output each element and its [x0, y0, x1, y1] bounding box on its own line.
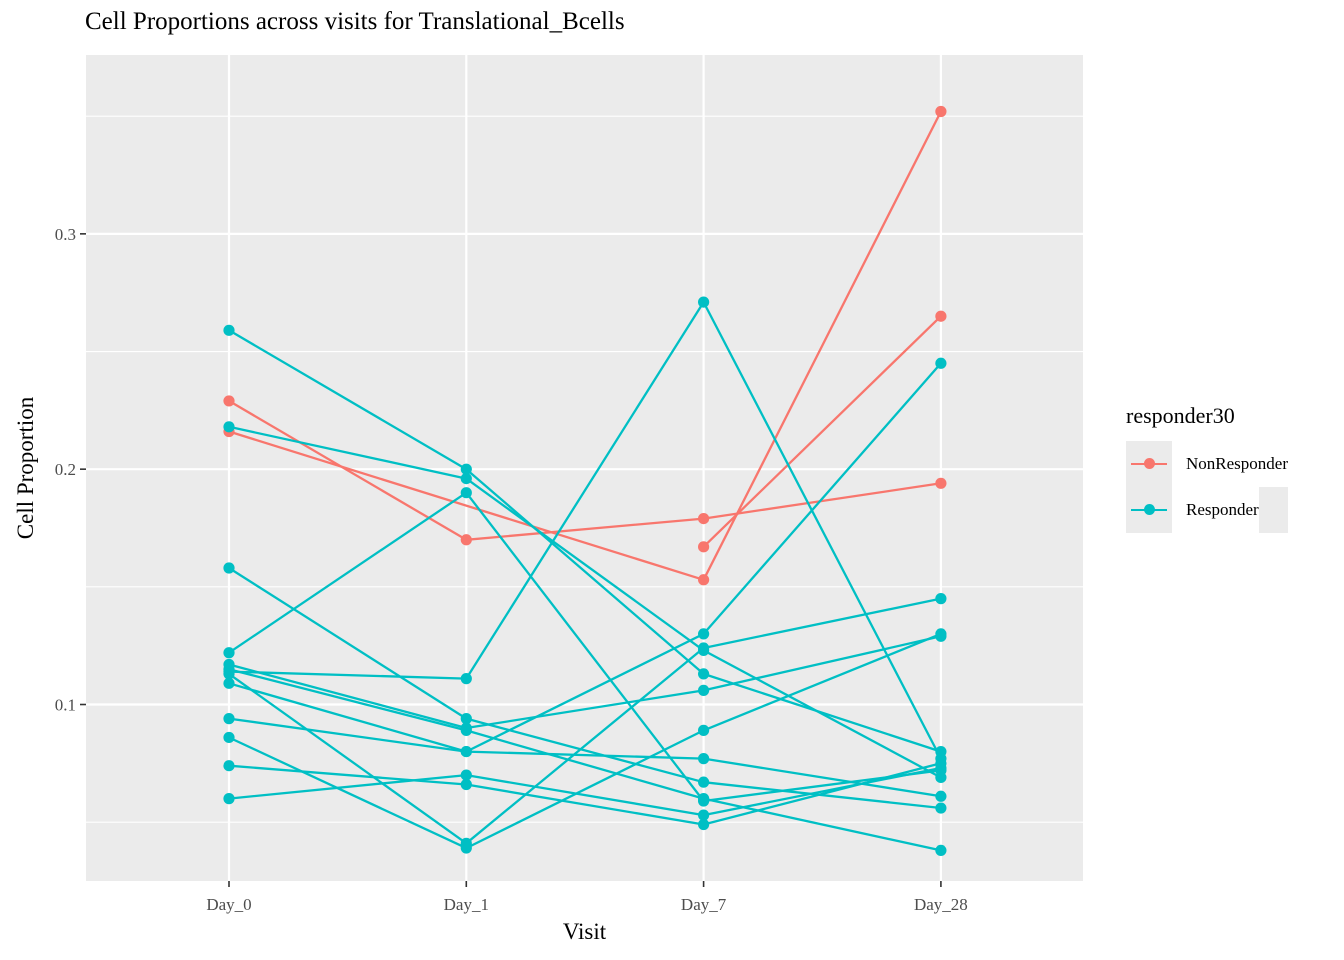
data-point-responder — [935, 357, 947, 369]
data-point-responder — [460, 673, 472, 685]
series-line-responder-5 — [228, 567, 942, 810]
data-point-responder — [698, 296, 710, 308]
data-point-responder — [935, 790, 947, 802]
data-point-nonresponder — [698, 541, 710, 553]
x-tick-label: Day_1 — [444, 895, 489, 914]
legend-key-responder — [1126, 487, 1172, 533]
data-point-nonresponder — [460, 534, 472, 546]
legend-title: responder30 — [1126, 403, 1235, 428]
series-line-responder-14 — [228, 762, 942, 826]
series-line-responder-11 — [228, 362, 942, 753]
data-point-responder — [698, 668, 710, 680]
data-point-responder — [223, 713, 235, 725]
x-axis-title: Visit — [563, 919, 607, 944]
data-point-responder — [460, 487, 472, 499]
series-line-responder-8 — [228, 668, 942, 852]
axes: 0.1 0.2 0.3 Day_0 Day_1 Day_7 Day_28 — [55, 225, 968, 914]
data-point-responder — [935, 593, 947, 605]
data-point-responder — [698, 818, 710, 831]
legend-key-nonresponder — [1126, 441, 1172, 487]
series-line-responder-6 — [228, 491, 942, 803]
data-point-responder — [698, 684, 710, 696]
legend-label-responder: Responder — [1172, 487, 1259, 533]
data-point-responder — [223, 324, 235, 336]
data-point-nonresponder — [698, 574, 710, 586]
series-line-responder-4 — [228, 425, 942, 779]
legend-label-nonresponder: NonResponder — [1172, 441, 1288, 487]
y-tick-label: 0.1 — [55, 696, 76, 715]
data-point-responder — [223, 793, 235, 805]
series-line-responder-12 — [228, 717, 942, 798]
series-line-responder-13 — [228, 632, 942, 850]
data-point-responder — [223, 562, 235, 574]
data-point-responder — [460, 463, 472, 475]
x-tick-label: Day_0 — [206, 895, 251, 914]
y-axis-title: Cell Proportion — [13, 396, 38, 539]
series-line-nonresponder-0 — [228, 399, 942, 541]
series-line-responder-9 — [228, 300, 942, 760]
legend-point-swatch — [1144, 504, 1155, 515]
series-line-nonresponder-2 — [702, 315, 942, 548]
series-line-responder-15 — [228, 766, 942, 817]
y-tick-label: 0.2 — [55, 460, 76, 479]
data-point-nonresponder — [935, 477, 947, 489]
data-point-responder — [460, 713, 472, 725]
data-point-responder — [460, 724, 472, 736]
data-point-responder — [698, 776, 710, 788]
data-point-responder — [460, 769, 472, 781]
x-tick-label: Day_7 — [681, 895, 727, 914]
data-point-responder — [698, 809, 710, 821]
data-point-responder — [460, 778, 472, 791]
data-point-responder — [223, 731, 235, 744]
data-point-responder — [460, 842, 472, 854]
data-point-responder — [698, 793, 710, 805]
data-point-nonresponder — [698, 512, 710, 525]
data-point-responder — [460, 472, 472, 485]
grid-lines — [86, 55, 1083, 881]
x-tick-label: Day_28 — [914, 895, 968, 914]
data-point-responder — [698, 628, 710, 640]
plot-panel — [86, 55, 1083, 881]
data-point-nonresponder — [935, 310, 947, 322]
data-point-responder — [935, 844, 947, 857]
legend-point-swatch — [1144, 458, 1155, 469]
data-point-responder — [223, 668, 235, 680]
legend-keys: NonResponder Responder — [1126, 441, 1288, 533]
data-point-responder — [223, 760, 235, 772]
data-point-nonresponder — [223, 395, 235, 407]
data-point-responder — [935, 762, 947, 774]
series-lines — [228, 110, 942, 852]
chart-title: Cell Proportions across visits for Trans… — [85, 8, 625, 35]
data-point-responder — [223, 647, 235, 659]
legend: responder30 NonResponder Responder — [1126, 403, 1288, 538]
data-point-responder — [698, 724, 710, 736]
data-point-responder — [935, 802, 947, 814]
data-point-responder — [460, 745, 472, 758]
data-point-responder — [223, 421, 235, 433]
legend-item-nonresponder: NonResponder — [1126, 441, 1288, 487]
legend-item-responder: Responder — [1126, 487, 1288, 533]
data-points — [223, 105, 947, 857]
data-point-responder — [698, 753, 710, 765]
data-point-responder — [935, 628, 947, 640]
y-tick-label: 0.3 — [55, 225, 76, 244]
data-point-nonresponder — [935, 105, 947, 118]
data-point-responder — [223, 677, 235, 689]
data-point-responder — [698, 642, 710, 654]
series-line-responder-7 — [228, 635, 942, 730]
series-line-responder-10 — [228, 597, 942, 845]
